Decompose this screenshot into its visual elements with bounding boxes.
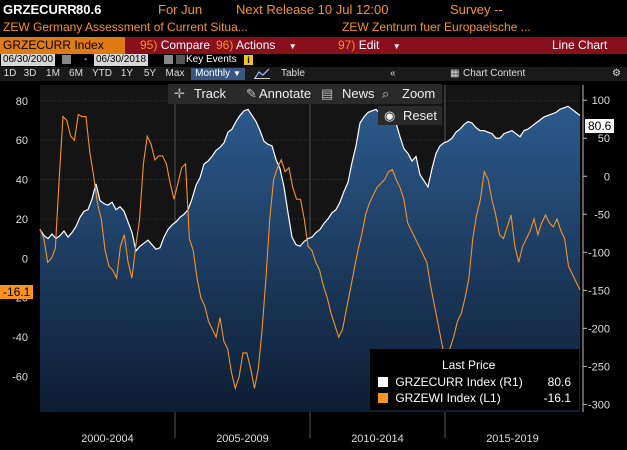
right-axis-tick-label: -100 [588, 247, 610, 259]
x-axis-tick-label: 2000-2004 [81, 433, 134, 445]
x-axis-tick-label: 2015-2019 [486, 433, 539, 445]
left-axis-tick-label: 0 [22, 253, 28, 265]
period-tab-1d[interactable]: 1D [3, 68, 17, 79]
period-tab-max[interactable]: Max [165, 68, 185, 79]
actions-button[interactable]: 96) Actions ▼ [216, 37, 297, 55]
legend-box: Last Price GRZECURR Index (R1) 80.6 GRZE… [370, 349, 579, 410]
collapse-icon[interactable]: « [390, 68, 396, 79]
legend-value: 80.6 [547, 375, 571, 389]
right-axis-tick-label: -50 [594, 209, 610, 221]
left-last-value-badge: -16.1 [0, 285, 34, 299]
next-release: Next Release 10 Jul 12:00 [236, 2, 389, 17]
legend-title: Last Price [442, 358, 496, 372]
legend-swatch-orange [378, 393, 388, 403]
news-button[interactable]: News [342, 86, 375, 101]
zoom-magnifier-icon: ⌕ [382, 86, 390, 101]
zoom-button[interactable]: Zoom [402, 86, 436, 101]
reset-control[interactable]: ◉ Reset [378, 106, 442, 125]
legend-row-grzewi: GRZEWI Index (L1) [378, 391, 501, 405]
compare-label: Compare [160, 38, 211, 52]
period-tab-ytd[interactable]: YTD [92, 68, 112, 79]
period-tabs: 1D 3D 1M 6M YTD 1Y 5Y Max Monthly ▼ Tabl… [0, 67, 627, 81]
annotate-pencil-icon: ✎ [246, 86, 257, 101]
annotate-button[interactable]: Annotate [259, 86, 312, 101]
description-left: ZEW Germany Assessment of Current Situa.… [3, 20, 248, 34]
legend-swatch-white [378, 377, 388, 387]
grzewi-line [39, 113, 581, 391]
reset-button: Reset [403, 108, 437, 123]
actions-dropdown-icon: ▼ [288, 42, 297, 51]
right-axis-tick-label: -250 [588, 361, 610, 373]
line-chart-icon[interactable] [254, 68, 270, 80]
frequency-select[interactable]: Monthly ▼ [191, 68, 245, 80]
ticker-symbol[interactable]: GRZECURR [3, 2, 77, 17]
right-last-value-badge: 80.6 [585, 119, 615, 133]
for-period: For Jun [158, 2, 203, 17]
description-row: ZEW Germany Assessment of Current Situa.… [0, 19, 627, 37]
right-axis-tick-label: 0 [604, 171, 610, 183]
legend-row-grzecurr: GRZECURR Index (R1) [378, 375, 523, 389]
edit-dropdown-icon: ▼ [392, 42, 401, 51]
chart-content-icon: ▦ [450, 68, 460, 79]
track-button[interactable]: Track [194, 86, 227, 101]
left-axis-tick-label: 60 [16, 135, 28, 147]
end-calendar-icon[interactable] [164, 55, 173, 64]
chart-content-button[interactable]: Chart Content [463, 68, 526, 79]
left-axis-tick-label: 80 [16, 96, 28, 108]
period-tab-1y[interactable]: 1Y [120, 68, 134, 79]
edit-button[interactable]: 97) Edit ▼ [338, 37, 401, 55]
left-axis-tick-label: -40 [12, 332, 28, 344]
left-axis-tick-label: 40 [16, 175, 28, 187]
right-axis-tick-label: -150 [588, 285, 610, 297]
left-axis-tick-label: -60 [12, 372, 28, 384]
x-axis-tick-label: 2005-2009 [216, 433, 269, 445]
x-axis-tick-label: 2010-2014 [351, 433, 404, 445]
left-axis-tick-label: 20 [16, 214, 28, 226]
key-events-label: Key Events [186, 54, 237, 65]
settings-gear-icon[interactable]: ⚙ [612, 68, 621, 79]
actions-number: 96) [216, 38, 234, 52]
grzecurr-line [39, 105, 581, 253]
actions-label: Actions [236, 38, 276, 52]
compare-number: 95) [140, 38, 158, 52]
reset-radio-icon: ◉ [384, 108, 396, 123]
period-tab-3d[interactable]: 3D [23, 68, 37, 79]
period-tab-1m[interactable]: 1M [46, 68, 60, 79]
frequency-label: Monthly [195, 68, 231, 79]
right-axis-tick-label: 100 [592, 95, 610, 107]
frequency-dropdown-icon: ▼ [232, 69, 241, 78]
grzecurr-area [40, 106, 580, 412]
start-calendar-icon[interactable] [62, 55, 71, 64]
security-field[interactable]: GRZECURR Index [0, 37, 125, 54]
table-button[interactable]: Table [281, 68, 305, 79]
end-date-field[interactable]: 06/30/2018 [94, 54, 149, 66]
command-bar: GRZECURR Index 95) Compare 96) Actions ▼… [0, 37, 627, 54]
edit-number: 97) [338, 38, 356, 52]
info-icon[interactable]: i [244, 55, 253, 65]
key-events-checkbox[interactable] [176, 55, 185, 64]
track-crosshair-icon: ✛ [174, 86, 185, 101]
date-range-row: 06/30/2000 - 06/30/2018 Key Events i [0, 54, 627, 67]
survey: Survey -- [450, 2, 503, 17]
edit-label: Edit [358, 38, 380, 52]
right-axis-tick-label: -200 [588, 323, 610, 335]
legend-value: -16.1 [543, 391, 571, 405]
chart-toolbar: ✛ Track ✎ Annotate ▤ News ⌕ Zoom [168, 84, 442, 104]
ticker-header: GRZECURR 80.6 For Jun Next Release 10 Ju… [0, 0, 627, 19]
legend-label: GRZEWI Index (L1) [395, 391, 501, 405]
legend-label: GRZECURR Index (R1) [395, 375, 523, 389]
chart-type-label[interactable]: Line Chart [552, 38, 608, 52]
news-icon: ▤ [321, 86, 334, 101]
start-date-field[interactable]: 06/30/2000 [1, 54, 56, 66]
last-value: 80.6 [76, 2, 102, 17]
period-tab-6m[interactable]: 6M [69, 68, 83, 79]
right-axis-tick-label: 50 [598, 133, 610, 145]
right-axis-tick-label: -300 [588, 399, 610, 411]
period-tab-5y[interactable]: 5Y [143, 68, 157, 79]
compare-button[interactable]: 95) Compare [140, 37, 210, 54]
description-right: ZEW Zentrum fuer Europaeische ... [342, 20, 531, 34]
date-separator: - [84, 54, 88, 65]
